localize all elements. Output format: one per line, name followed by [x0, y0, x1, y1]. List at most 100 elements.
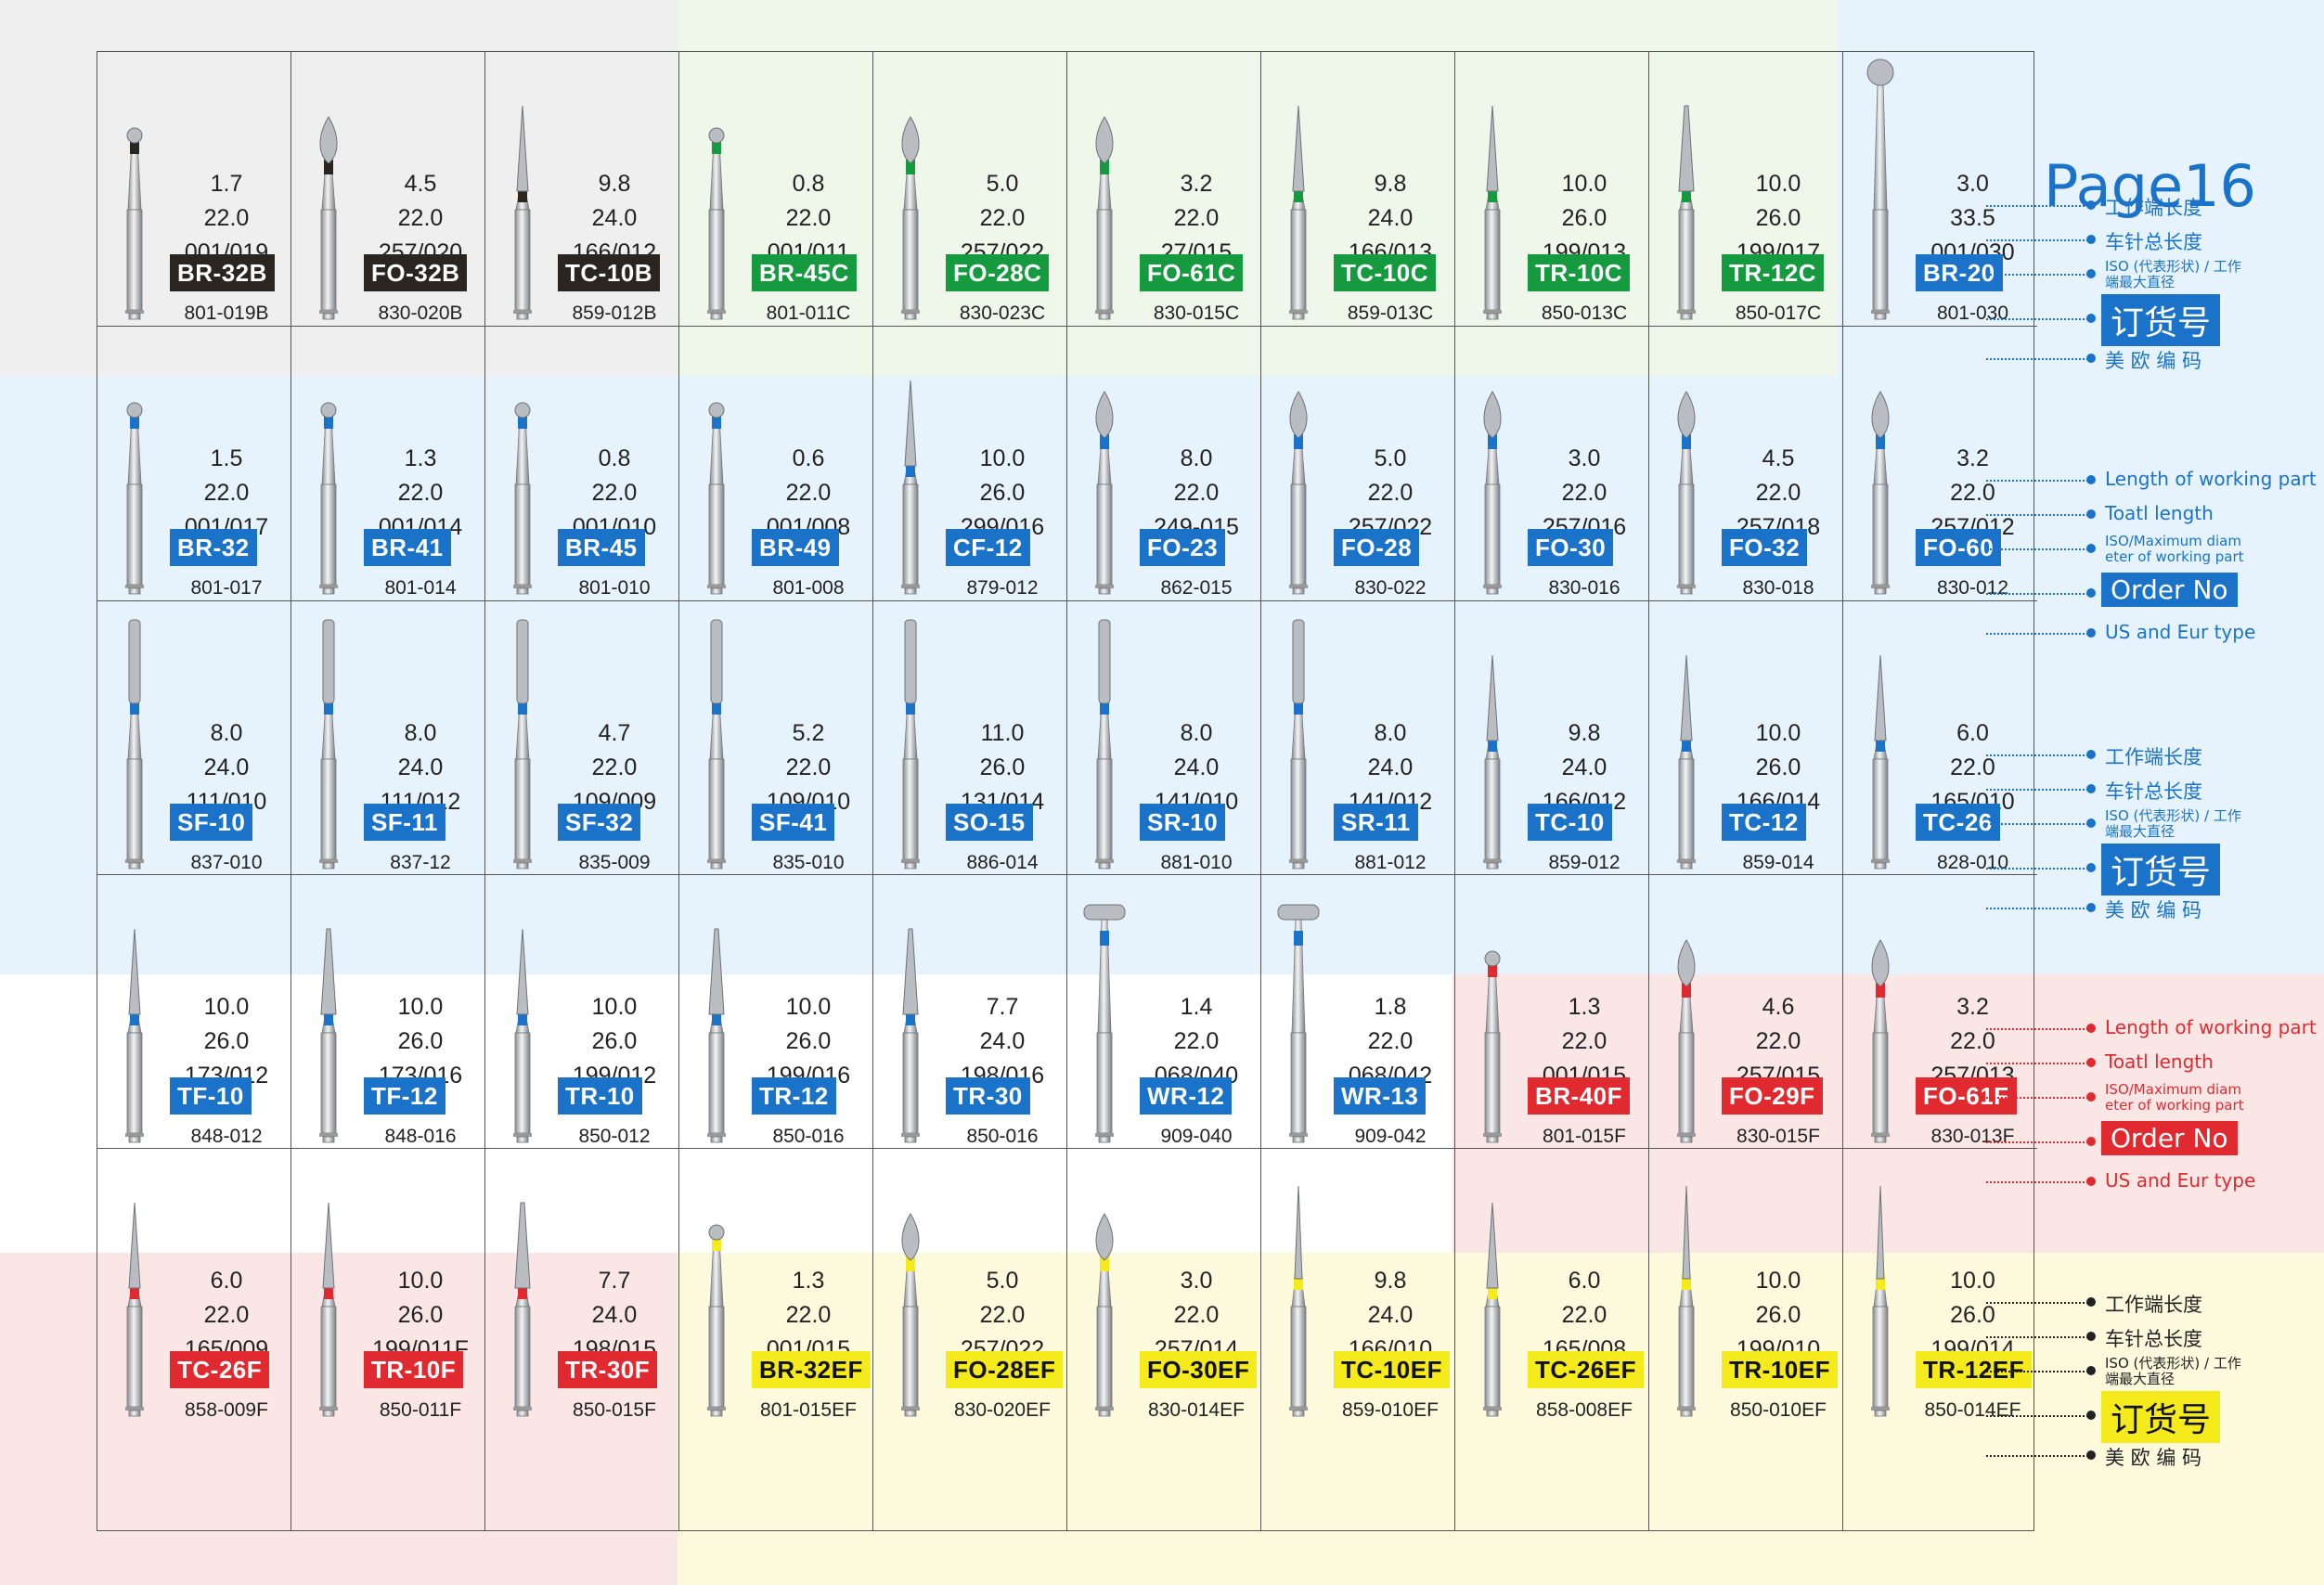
total-length: 26.0 [1561, 205, 1607, 231]
legend-dot [2086, 628, 2096, 638]
total-length: 22.0 [1173, 480, 1220, 506]
bur-product-cell: 10.0 26.0 173/016 TF-12 848-016 [291, 875, 485, 1149]
order-number-badge: TF-10 [170, 1077, 252, 1115]
order-number-badge: BR-45C [752, 254, 857, 291]
legend-dot [2086, 750, 2096, 759]
order-number-badge: CF-12 [946, 529, 1030, 566]
legend-leader-line [1986, 823, 2088, 825]
total-length: 24.0 [203, 754, 250, 780]
legend-dot [2086, 235, 2096, 244]
bur-product-cell: 9.8 24.0 166/010 TC-10EF 859-010EF [1261, 1149, 1455, 1531]
us-eur-type: 830-016 [1548, 577, 1620, 599]
total-length: 24.0 [1367, 1302, 1414, 1328]
working-length: 9.8 [1374, 171, 1407, 197]
working-length: 1.5 [210, 445, 243, 471]
total-length: 26.0 [203, 1028, 250, 1054]
legend-leader-line [1986, 908, 2088, 909]
us-eur-type: 830-015F [1737, 1126, 1820, 1147]
legend-leader-line [1986, 593, 2088, 595]
legend-leader-line [1986, 868, 2088, 870]
us-eur-type: 801-008 [772, 577, 845, 599]
total-length: 26.0 [1755, 205, 1801, 231]
order-number-badge: BR-45 [558, 529, 645, 566]
working-length: 5.0 [1374, 445, 1407, 471]
order-number-badge: TR-10C [1528, 254, 1631, 291]
us-eur-type: 859-014 [1742, 852, 1814, 873]
working-length: 3.2 [1956, 445, 1989, 471]
legend-us-eur: US and Eur type [2105, 621, 2256, 643]
legend-iso: ISO (代表形状) / 工作端最大直径 [2105, 807, 2241, 840]
bur-spec-values: 10.0 26.0 199/016 [744, 990, 872, 1093]
legend-leader-line [1986, 1063, 2088, 1064]
us-eur-type: 830-020EF [954, 1399, 1051, 1421]
legend-order-no: 订货号 [2101, 294, 2221, 346]
legend-leader-line [1986, 358, 2088, 360]
legend-total-length: 车针总长度 [2105, 1328, 2202, 1350]
bur-spec-values: 1.3 22.0 001/015 [1520, 990, 1648, 1093]
order-number-badge: FO-30 [1528, 529, 1614, 566]
legend-dot [2086, 784, 2096, 793]
working-length: 0.8 [598, 445, 631, 471]
bur-product-cell: 0.8 22.0 001/010 BR-45 801-010 [485, 327, 679, 601]
total-length: 22.0 [1561, 1028, 1607, 1054]
working-length: 9.8 [598, 171, 631, 197]
bur-product-cell: 10.0 26.0 199/013 TR-10C 850-013C [1455, 52, 1649, 327]
us-eur-type: 909-040 [1160, 1126, 1233, 1147]
working-length: 1.4 [1180, 994, 1213, 1020]
working-length: 10.0 [1755, 171, 1801, 197]
legend-leader-line [1986, 1415, 2088, 1417]
working-length: 10.0 [1755, 720, 1801, 746]
working-length: 5.2 [792, 720, 825, 746]
product-catalog-grid: 1.7 22.0 001/019 BR-32B 801-019B 4.5 22.0 257/… [97, 51, 2037, 1531]
bur-spec-values: 9.8 24.0 166/010 [1326, 1264, 1454, 1367]
total-length: 22.0 [397, 205, 444, 231]
total-length: 22.0 [397, 480, 444, 506]
us-eur-type: 801-019B [184, 303, 269, 324]
legend-dot [2086, 1366, 2096, 1375]
legend-total-length: 车针总长度 [2105, 780, 2202, 803]
page-label: Page16 [2044, 152, 2256, 220]
order-number-badge: FO-61C [1140, 254, 1244, 291]
legend-block: 工作端长度 车针总长度 ISO (代表形状) / 工作端最大直径 订货号美 欧 编 码 [1986, 51, 2324, 372]
order-number-badge: SR-10 [1140, 804, 1226, 841]
order-number-badge: TR-30F [558, 1351, 658, 1388]
total-length: 22.0 [1561, 1302, 1607, 1328]
us-eur-type: 850-013C [1541, 303, 1628, 324]
us-eur-type: 848-012 [190, 1126, 263, 1147]
us-eur-type: 858-008EF [1536, 1399, 1633, 1421]
bur-product-cell: 3.0 22.0 257/016 FO-30 830-016 [1455, 327, 1649, 601]
legend-leader-line [1986, 633, 2088, 635]
us-eur-type: 859-012 [1548, 852, 1620, 873]
us-eur-type: 886-014 [966, 852, 1039, 873]
bur-product-cell: 5.0 22.0 257/022 FO-28C 830-023C [873, 52, 1067, 327]
legend-dot [2086, 1092, 2096, 1102]
working-length: 4.5 [1762, 445, 1795, 471]
order-number-badge: FO-60 [1916, 529, 2002, 566]
bg-green-block [678, 0, 1838, 376]
working-length: 3.0 [1568, 445, 1601, 471]
order-number-badge: BR-49 [752, 529, 839, 566]
legend-dot [2086, 1058, 2096, 1067]
bg-red-block-left [0, 1253, 678, 1585]
order-number-badge: FO-32 [1722, 529, 1808, 566]
working-length: 10.0 [1755, 1268, 1801, 1294]
total-length: 22.0 [1173, 1028, 1220, 1054]
total-length: 22.0 [1755, 1028, 1801, 1054]
bur-product-cell: 9.8 24.0 166/012 TC-10 859-012 [1455, 601, 1649, 875]
working-length: 1.3 [792, 1268, 825, 1294]
working-length: 10.0 [203, 994, 250, 1020]
us-eur-type: 850-016 [772, 1126, 845, 1147]
legend-us-eur: 美 欧 编 码 [2105, 1447, 2202, 1469]
working-length: 10.0 [397, 994, 444, 1020]
legend-dot [2086, 475, 2096, 484]
order-number-badge: TR-12 [752, 1077, 836, 1115]
total-length: 24.0 [1173, 754, 1220, 780]
working-length: 1.3 [404, 445, 437, 471]
legend-iso: ISO/Maximum diam eter of working part [2105, 1081, 2244, 1114]
bur-product-cell: 10.0 26.0 166/014 TC-12 859-014 [1649, 601, 1843, 875]
working-length: 6.0 [1568, 1268, 1601, 1294]
total-length: 22.0 [1561, 480, 1607, 506]
bur-product-cell: 1.3 22.0 001/015 BR-40F 801-015F [1455, 875, 1649, 1149]
legend-block: 工作端长度 车针总长度 ISO (代表形状) / 工作端最大直径 订货号美 欧 编 码 [1986, 1148, 2324, 1469]
order-number-badge: TR-30 [946, 1077, 1030, 1115]
